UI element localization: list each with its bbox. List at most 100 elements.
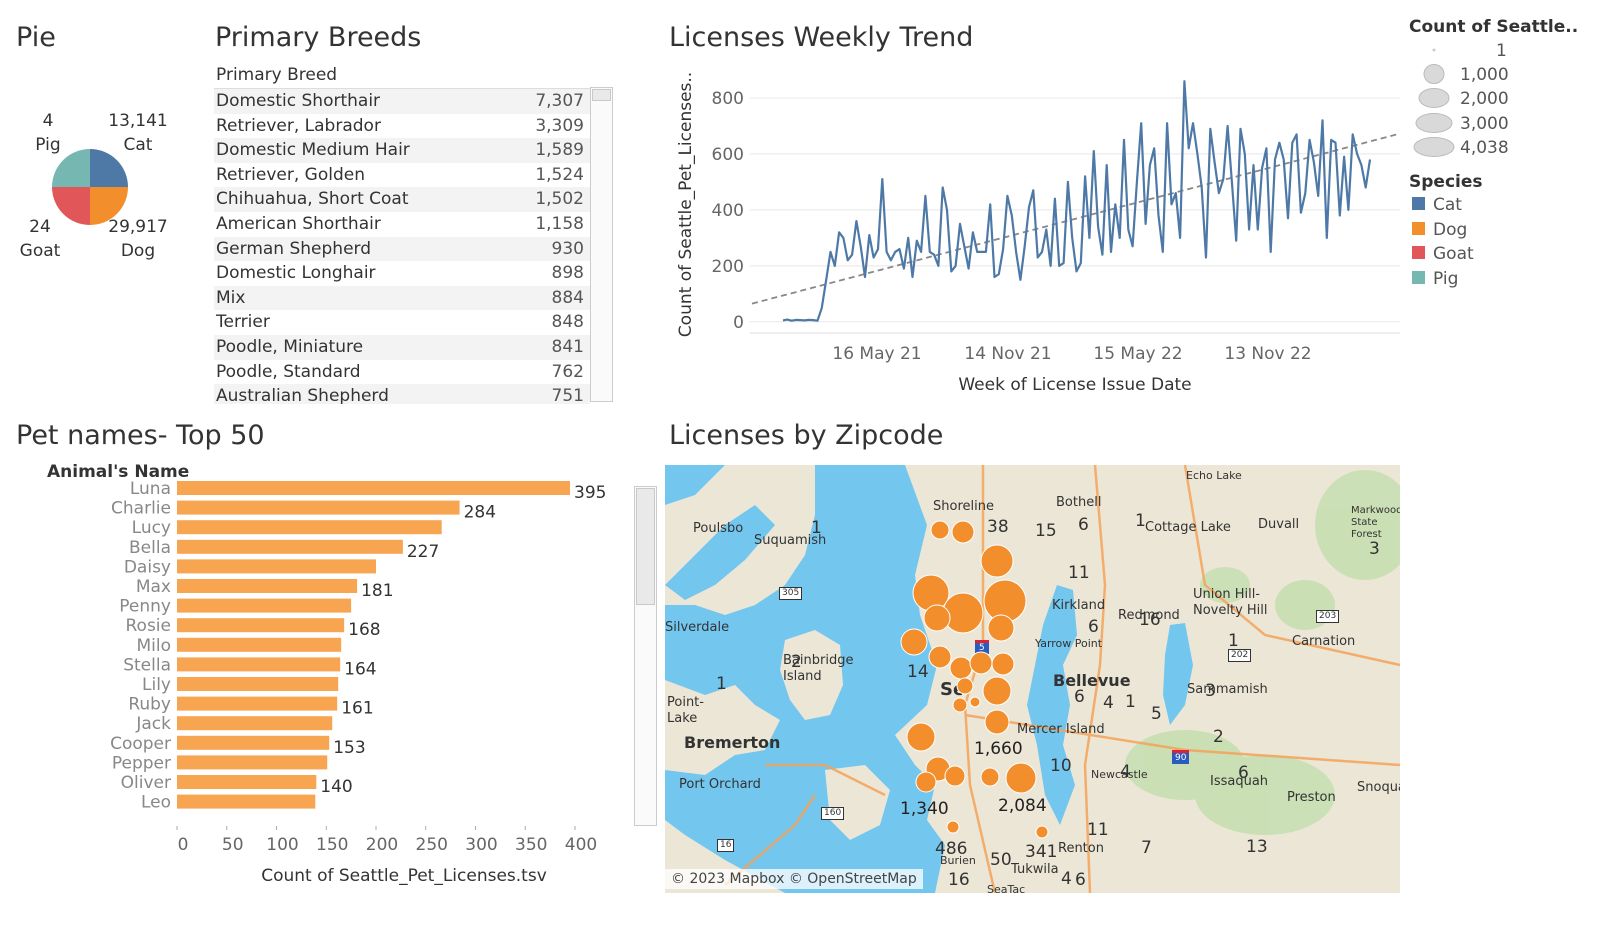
map-bubble[interactable]	[930, 520, 950, 540]
pie-slice-dog[interactable]	[90, 187, 128, 225]
pie-slice-goat[interactable]	[52, 187, 90, 225]
map-place-carnation: Carnation	[1292, 634, 1356, 649]
name-bar[interactable]	[177, 520, 442, 535]
zipcode-map[interactable]: Shoreline Bothell Echo Lake Poulsbo Suqu…	[665, 465, 1400, 893]
names-scrollbar[interactable]	[634, 486, 657, 826]
name-bar[interactable]	[177, 500, 460, 515]
breed-count: 898	[551, 263, 584, 284]
map-bubbles[interactable]	[665, 465, 1400, 893]
name-label: Lucy	[132, 518, 171, 538]
name-bar[interactable]	[177, 481, 571, 495]
map-bubble[interactable]	[952, 697, 968, 713]
breed-row[interactable]: Mix 884	[214, 285, 590, 311]
breed-row[interactable]: German Shepherd 930	[214, 236, 590, 262]
breeds-scrollbar-thumb[interactable]	[592, 89, 611, 101]
trend-y-axis-title: Count of Seattle_Pet_Licenses..	[676, 72, 696, 337]
map-attribution[interactable]: © 2023 Mapbox © OpenStreetMap	[665, 869, 923, 889]
trend-y-tick: 400	[712, 201, 744, 221]
map-bubble[interactable]	[980, 767, 1000, 787]
breed-row[interactable]: Australian Shepherd 751	[214, 384, 590, 404]
map-bubble[interactable]	[900, 628, 928, 656]
species-pie-chart[interactable]	[45, 142, 135, 232]
map-highway-202: 202	[1228, 649, 1252, 662]
name-label: Daisy	[124, 557, 171, 577]
breed-row[interactable]: Retriever, Labrador 3,309	[214, 114, 590, 139]
map-bubble[interactable]	[928, 645, 952, 669]
map-bubble[interactable]	[944, 765, 966, 787]
breed-row[interactable]: Poodle, Standard 762	[214, 360, 590, 385]
name-bar[interactable]	[177, 775, 317, 789]
breed-row[interactable]: Domestic Shorthair 7,307	[214, 89, 590, 114]
name-bar[interactable]	[177, 539, 403, 554]
breed-name: Mix	[216, 287, 246, 308]
name-bar[interactable]	[177, 579, 358, 593]
map-bubble[interactable]	[915, 771, 937, 793]
map-bubble[interactable]	[912, 574, 950, 612]
breeds-table: Primary Breed Domestic Shorthair 7,307 Ret…	[214, 62, 614, 404]
map-bubble[interactable]	[991, 652, 1015, 676]
names-scrollbar-thumb[interactable]	[636, 488, 655, 605]
map-bubble[interactable]	[987, 614, 1015, 642]
map-place-bainbridge: Bainbridge Island	[783, 653, 854, 684]
map-count-label: 15	[1035, 521, 1057, 541]
name-bar[interactable]	[177, 657, 341, 672]
map-bubble[interactable]	[982, 676, 1012, 706]
name-bar[interactable]	[177, 637, 342, 652]
trend-series-line[interactable]	[782, 80, 1372, 322]
breed-count: 848	[551, 312, 584, 333]
name-label: Oliver	[121, 773, 171, 793]
map-bubble[interactable]	[923, 604, 951, 632]
map-count-label: 486	[935, 839, 968, 859]
map-bubble[interactable]	[969, 696, 981, 708]
name-bar[interactable]	[177, 559, 376, 574]
map-bubble[interactable]	[980, 544, 1014, 578]
pie-label-dog: 29,917 Dog	[100, 215, 176, 263]
name-bar[interactable]	[177, 794, 316, 809]
map-bubble[interactable]	[1035, 825, 1049, 839]
breed-row[interactable]: Domestic Medium Hair 1,589	[214, 138, 590, 163]
name-bar[interactable]	[177, 755, 328, 770]
breed-row[interactable]: American Shorthair 1,158	[214, 212, 590, 237]
name-label: Rosie	[126, 616, 172, 636]
map-count-label: 6	[1075, 870, 1086, 890]
breeds-scrollbar[interactable]	[590, 87, 613, 402]
map-bubble[interactable]	[951, 520, 975, 544]
name-bar[interactable]	[177, 618, 345, 633]
name-bar[interactable]	[177, 677, 339, 691]
map-place-poulsbo: Poulsbo	[693, 521, 744, 536]
map-bubble[interactable]	[946, 820, 960, 834]
pie-label-goat-value: 24	[29, 217, 51, 237]
name-label: Jack	[135, 714, 171, 734]
name-bar[interactable]	[177, 716, 333, 731]
breed-row[interactable]: Retriever, Golden 1,524	[214, 163, 590, 188]
map-bubble[interactable]	[1005, 762, 1037, 794]
breed-row[interactable]: Terrier 848	[214, 310, 590, 335]
breed-row[interactable]: Chihuahua, Short Coat 1,502	[214, 187, 590, 212]
name-bar-value: 164	[344, 659, 376, 679]
species-legend-title: Species	[1409, 172, 1483, 192]
map-bubble[interactable]	[984, 709, 1010, 735]
map-count-label: 4	[1120, 762, 1131, 782]
map-bubble[interactable]	[969, 651, 993, 675]
map-title: Licenses by Zipcode	[669, 420, 944, 451]
map-place-newcastle: Newcastle	[1091, 768, 1148, 781]
map-bubble[interactable]	[949, 656, 973, 680]
weekly-trend-line-chart[interactable]: 0 200 400 600 800 16 May 21 14 Nov 21 15 May 22…	[665, 60, 1405, 400]
map-bubble[interactable]	[956, 677, 974, 695]
map-count-label: 13	[1246, 837, 1268, 857]
map-count-label: 4	[1061, 869, 1072, 889]
breed-row[interactable]: Poodle, Miniature 841	[214, 334, 590, 360]
breed-row[interactable]: Domestic Longhair 898	[214, 261, 590, 286]
map-place-seatac: SeaTac	[987, 883, 1026, 893]
pie-slice-cat[interactable]	[90, 149, 128, 187]
map-bubble[interactable]	[906, 722, 936, 752]
name-bar[interactable]	[177, 696, 338, 711]
pie-slice-pig[interactable]	[52, 149, 90, 187]
name-bar[interactable]	[177, 598, 352, 613]
trend-title: Licenses Weekly Trend	[669, 22, 974, 53]
map-count-label: 6	[1088, 617, 1099, 637]
pie-title: Pie	[16, 22, 56, 53]
breed-count: 1,158	[535, 213, 584, 234]
name-bar[interactable]	[177, 735, 330, 750]
